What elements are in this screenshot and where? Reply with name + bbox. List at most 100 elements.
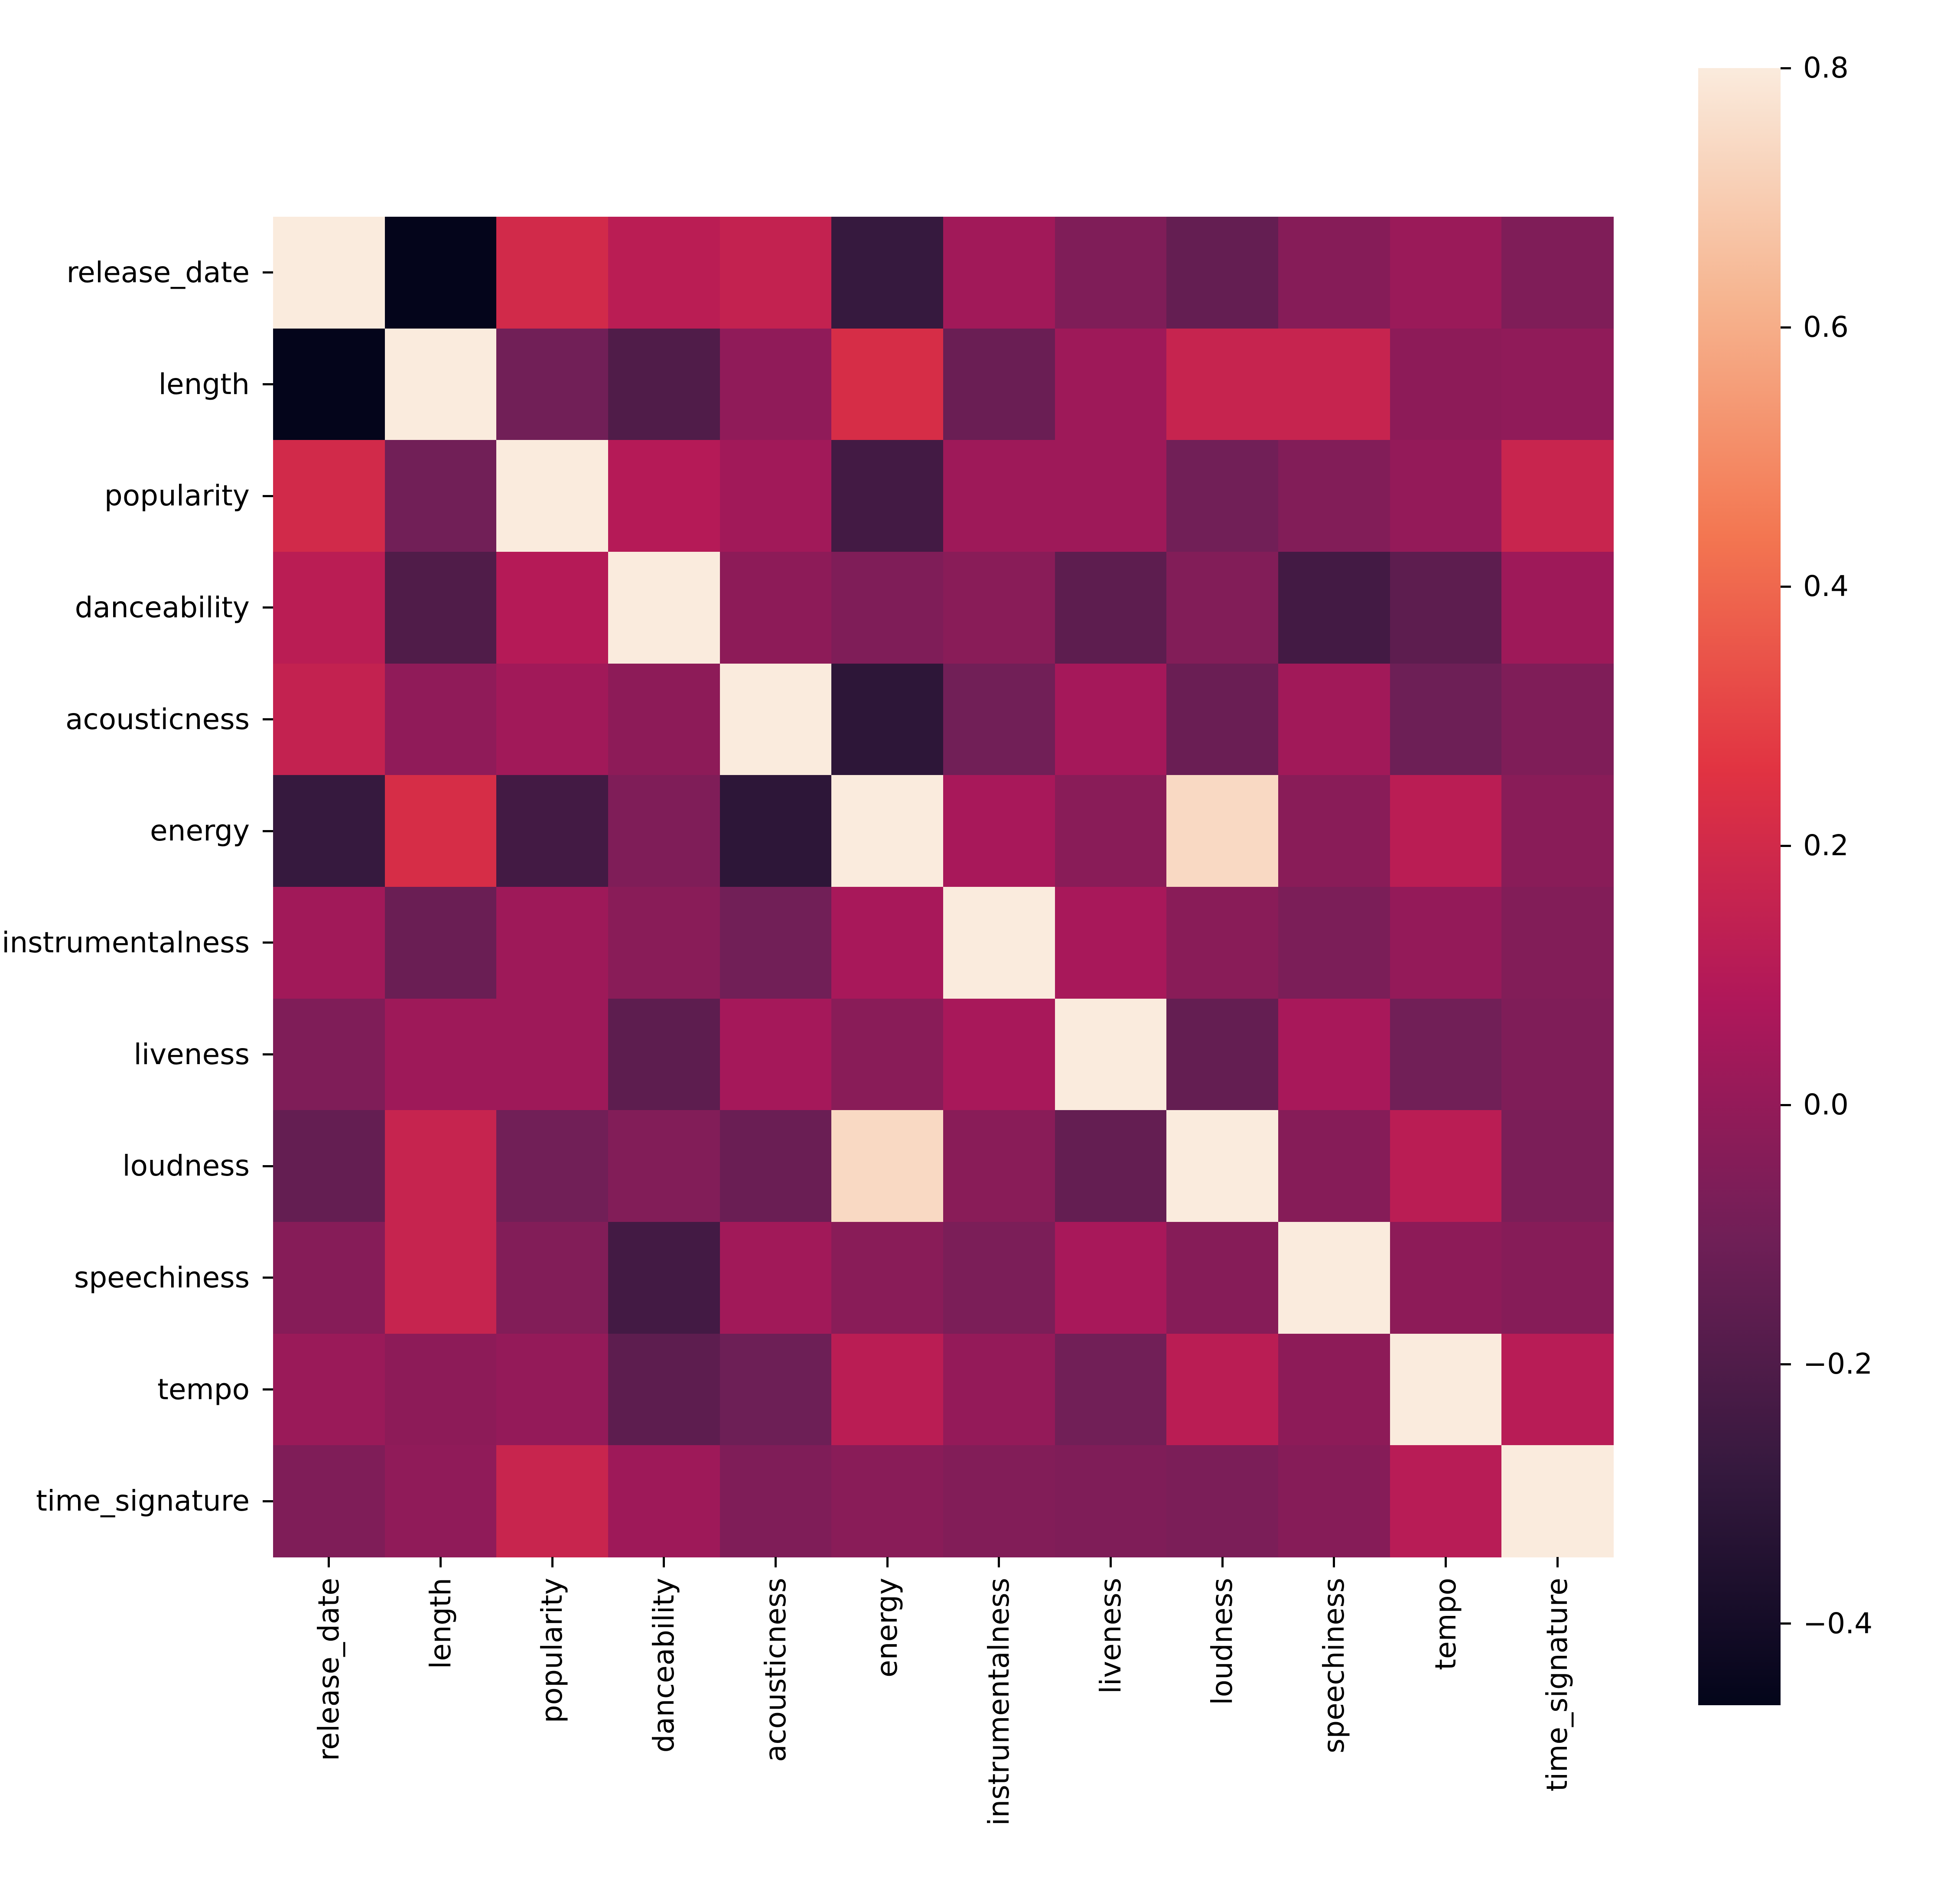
heatmap-cell	[384, 775, 497, 887]
heatmap-cell	[1166, 440, 1279, 552]
heatmap-cell	[1501, 775, 1614, 887]
heatmap-cell	[1166, 1222, 1279, 1334]
heatmap-cell	[384, 217, 497, 329]
heatmap-cell	[608, 1110, 720, 1222]
heatmap-cell	[1501, 1222, 1614, 1334]
y-tick-label: danceability	[75, 590, 250, 624]
heatmap-cell	[831, 440, 944, 552]
x-tick-label: speechiness	[1317, 1578, 1351, 1754]
heatmap-cell	[720, 887, 832, 999]
heatmap-cell	[273, 552, 385, 664]
heatmap-cell	[1055, 440, 1167, 552]
heatmap-cell	[273, 775, 385, 887]
y-tick	[263, 1277, 273, 1279]
colorbar-tick-label: −0.4	[1803, 1606, 1873, 1640]
heatmap-cell	[1390, 887, 1502, 999]
heatmap-cell	[831, 552, 944, 664]
colorbar-tick-label: 0.2	[1803, 829, 1849, 863]
x-tick	[998, 1557, 1000, 1567]
colorbar-tick-label: −0.2	[1803, 1347, 1873, 1381]
colorbar-tick	[1781, 326, 1791, 329]
heatmap-cell	[1278, 1110, 1390, 1222]
heatmap-cell	[384, 1333, 497, 1446]
heatmap-cell	[831, 217, 944, 329]
heatmap-cell	[384, 998, 497, 1111]
heatmap-cell	[273, 1222, 385, 1334]
heatmap-cell	[720, 998, 832, 1111]
colorbar-tick	[1781, 67, 1791, 69]
heatmap-cell	[720, 440, 832, 552]
y-tick	[263, 606, 273, 609]
y-tick-label: speechiness	[74, 1260, 250, 1294]
y-tick	[263, 941, 273, 944]
heatmap-cell	[1501, 1333, 1614, 1446]
heatmap-cell	[1278, 998, 1390, 1111]
heatmap-cell	[496, 1333, 609, 1446]
x-tick	[1333, 1557, 1335, 1567]
colorbar-tick-label: 0.0	[1803, 1088, 1849, 1122]
heatmap-cell	[1278, 328, 1390, 441]
heatmap-cell	[608, 217, 720, 329]
x-tick	[440, 1557, 442, 1567]
heatmap-cell	[720, 1222, 832, 1334]
heatmap-cell	[608, 663, 720, 776]
heatmap-cell	[943, 440, 1055, 552]
heatmap-cell	[608, 1333, 720, 1446]
heatmap-cell	[384, 440, 497, 552]
heatmap-cell	[1166, 887, 1279, 999]
y-tick	[263, 495, 273, 497]
heatmap-cell	[831, 328, 944, 441]
colorbar-tick	[1781, 585, 1791, 588]
x-tick-label: energy	[870, 1578, 904, 1677]
heatmap-cell	[831, 1110, 944, 1222]
heatmap-cell	[1390, 552, 1502, 664]
heatmap-cell	[1278, 663, 1390, 776]
x-tick-label: danceability	[647, 1578, 680, 1753]
heatmap-cell	[1055, 1110, 1167, 1222]
heatmap-cell	[1501, 998, 1614, 1111]
heatmap-cell	[720, 552, 832, 664]
x-tick-label: instrumentalness	[982, 1578, 1016, 1826]
heatmap-cell	[1278, 1445, 1390, 1557]
y-tick	[263, 718, 273, 720]
heatmap-cell	[943, 552, 1055, 664]
colorbar-tick	[1781, 1622, 1791, 1625]
heatmap-cell	[1166, 1445, 1279, 1557]
heatmap-cell	[943, 998, 1055, 1111]
y-tick	[263, 271, 273, 274]
heatmap-cell	[1166, 1110, 1279, 1222]
x-tick-label: popularity	[535, 1578, 569, 1723]
heatmap-cell	[608, 1222, 720, 1334]
y-tick	[263, 1500, 273, 1502]
y-tick	[263, 1053, 273, 1055]
heatmap-cell	[1501, 328, 1614, 441]
heatmap-cell	[1390, 1222, 1502, 1334]
heatmap-cell	[720, 217, 832, 329]
heatmap-cell	[720, 775, 832, 887]
heatmap-cell	[273, 663, 385, 776]
heatmap-cell	[1278, 552, 1390, 664]
heatmap-cell	[1501, 1110, 1614, 1222]
heatmap-cell	[496, 887, 609, 999]
heatmap-cell	[831, 1445, 944, 1557]
heatmap-cell	[1390, 217, 1502, 329]
heatmap-cell	[943, 217, 1055, 329]
heatmap-cell	[273, 1445, 385, 1557]
heatmap-cell	[943, 1333, 1055, 1446]
heatmap-cell	[273, 440, 385, 552]
heatmap-cell	[384, 887, 497, 999]
heatmap	[273, 217, 1614, 1557]
heatmap-cell	[720, 1333, 832, 1446]
heatmap-cell	[1501, 887, 1614, 999]
heatmap-cell	[496, 328, 609, 441]
heatmap-cell	[1501, 552, 1614, 664]
heatmap-cell	[384, 328, 497, 441]
heatmap-cell	[273, 328, 385, 441]
heatmap-cell	[384, 663, 497, 776]
heatmap-cell	[608, 998, 720, 1111]
heatmap-cell	[1390, 998, 1502, 1111]
heatmap-cell	[1055, 1222, 1167, 1334]
heatmap-cell	[943, 328, 1055, 441]
heatmap-cell	[273, 217, 385, 329]
